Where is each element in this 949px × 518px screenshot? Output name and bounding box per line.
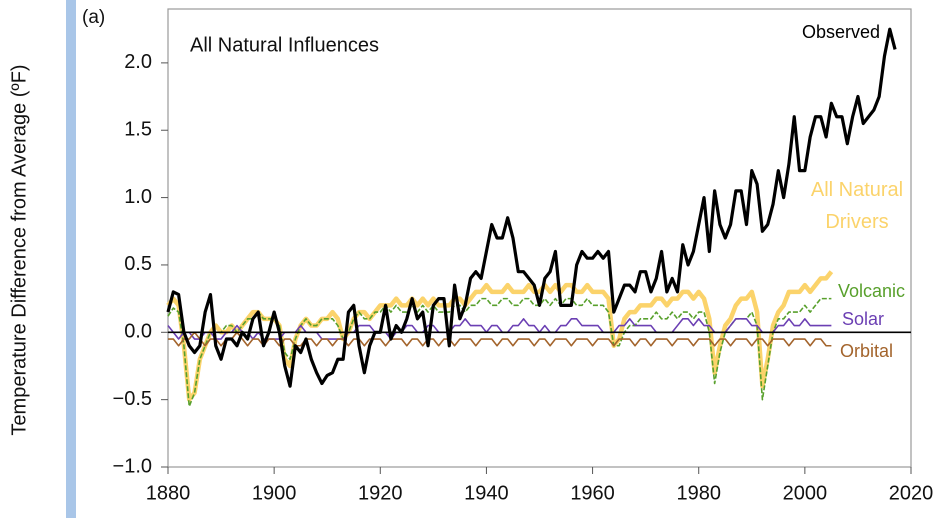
series-label: Volcanic <box>838 281 906 301</box>
y-tick-label: 0.5 <box>124 253 152 275</box>
series-line <box>168 331 832 347</box>
chart-title: All Natural Influences <box>190 34 379 56</box>
series-label: Observed <box>801 22 880 42</box>
series-line <box>166 27 897 388</box>
x-tick-label: 1900 <box>252 482 297 504</box>
y-tick-label: 2.0 <box>124 51 152 73</box>
x-tick-label: 1940 <box>464 482 509 504</box>
x-tick-label: 1920 <box>358 482 403 504</box>
side-bar <box>66 0 76 518</box>
x-tick-label: 1880 <box>146 482 191 504</box>
series-label: All Natural Drivers <box>810 179 904 233</box>
y-tick-label: −0.5 <box>113 388 152 410</box>
y-tick-label: −1.0 <box>113 455 152 477</box>
plot-frame <box>167 8 912 468</box>
series-line <box>167 297 832 408</box>
series-label: Solar <box>842 309 885 329</box>
y-tick-label: 1.0 <box>124 186 152 208</box>
panel-label: (a) <box>82 7 105 28</box>
x-tick-label: 2020 <box>889 482 934 504</box>
x-tick-label: 1980 <box>676 482 721 504</box>
x-tick-label: 1960 <box>570 482 615 504</box>
y-axis-label: Temperature Difference from Average (ºF) <box>8 64 30 435</box>
y-tick-label: 0.0 <box>124 321 152 343</box>
series-label: Orbital <box>840 341 894 361</box>
x-tick-label: 2000 <box>783 482 828 504</box>
y-tick-label: 1.5 <box>124 119 152 141</box>
